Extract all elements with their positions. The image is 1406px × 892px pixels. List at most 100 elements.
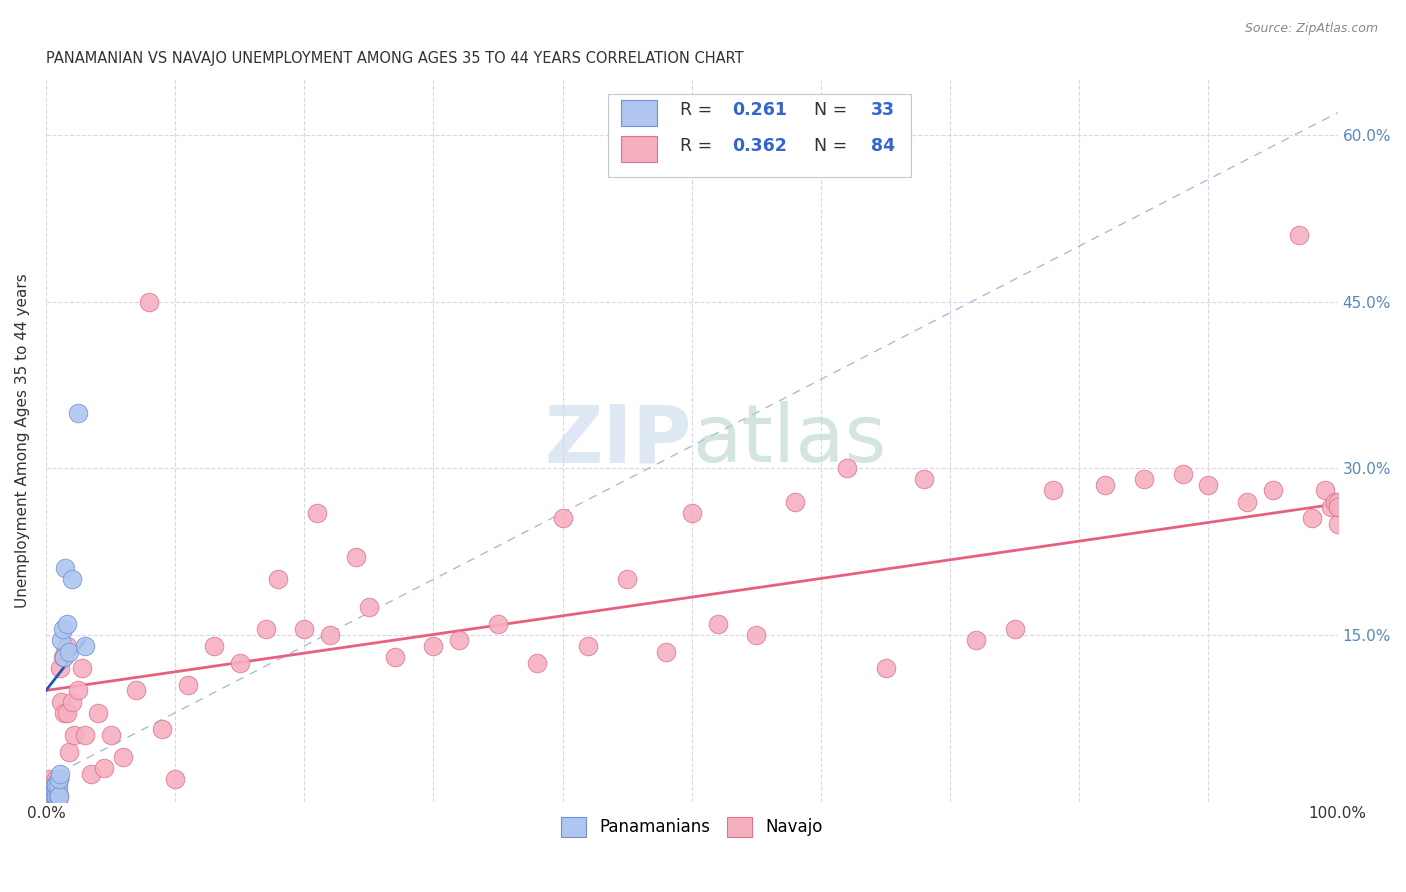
Point [58, 644, 80, 658]
Point [49, 661, 72, 675]
Text: 33: 33 [872, 101, 896, 120]
Point [48, 772, 70, 787]
Point [38, 795, 60, 809]
Point [150, 723, 173, 737]
Point [53, 561, 76, 575]
Point [55, 639, 77, 653]
Point [578, 639, 600, 653]
Point [67, 683, 90, 698]
Point [42, 795, 65, 809]
Point [73, 728, 96, 742]
Point [55, 616, 77, 631]
Point [344, 550, 367, 565]
Point [292, 623, 315, 637]
Y-axis label: Unemployment Among Ages 35 to 44 years: Unemployment Among Ages 35 to 44 years [15, 273, 30, 607]
Point [1261, 483, 1284, 498]
Point [60, 695, 83, 709]
Point [44, 789, 66, 803]
FancyBboxPatch shape [621, 100, 657, 127]
Point [486, 616, 509, 631]
Point [51, 695, 73, 709]
Point [44, 783, 66, 797]
Point [1324, 494, 1347, 508]
Point [1301, 511, 1323, 525]
Point [45, 789, 67, 803]
Point [53, 706, 76, 720]
Point [681, 506, 703, 520]
Point [745, 628, 768, 642]
Point [37, 795, 59, 809]
Point [875, 661, 897, 675]
Point [835, 461, 858, 475]
Point [526, 656, 548, 670]
Point [616, 572, 638, 586]
Text: R =: R = [681, 101, 718, 120]
Point [41, 795, 63, 809]
Point [52, 623, 75, 637]
Point [53, 644, 76, 658]
Point [165, 772, 187, 787]
Point [1326, 494, 1348, 508]
Point [42, 783, 65, 797]
Point [41, 789, 63, 803]
Point [38, 789, 60, 803]
Point [384, 650, 406, 665]
Point [785, 494, 807, 508]
Point [38, 795, 60, 809]
Point [1326, 500, 1348, 515]
Point [44, 795, 66, 809]
Point [1313, 483, 1336, 498]
Point [41, 783, 63, 797]
Text: N =: N = [803, 137, 852, 155]
Point [1326, 516, 1348, 531]
Point [138, 294, 160, 309]
Point [1171, 467, 1194, 481]
Point [45, 772, 67, 787]
Point [48, 789, 70, 803]
Point [46, 795, 69, 809]
Text: PANAMANIAN VS NAVAJO UNEMPLOYMENT AMONG AGES 35 TO 44 YEARS CORRELATION CHART: PANAMANIAN VS NAVAJO UNEMPLOYMENT AMONG … [46, 51, 744, 66]
Point [46, 778, 69, 792]
Point [100, 728, 122, 742]
Point [1042, 483, 1064, 498]
Point [52, 650, 75, 665]
Point [912, 472, 935, 486]
Point [53, 650, 76, 665]
Point [48, 772, 70, 787]
Point [73, 639, 96, 653]
Point [1288, 227, 1310, 242]
Text: 0.261: 0.261 [733, 101, 787, 120]
Point [55, 706, 77, 720]
Point [39, 795, 62, 809]
Point [49, 766, 72, 780]
Point [80, 766, 103, 780]
Point [706, 616, 728, 631]
Point [42, 783, 65, 797]
Text: atlas: atlas [692, 401, 886, 480]
Point [267, 572, 290, 586]
Point [63, 728, 86, 742]
Point [45, 789, 67, 803]
Point [38, 789, 60, 803]
Point [38, 772, 60, 787]
Point [67, 406, 90, 420]
Point [38, 783, 60, 797]
Point [39, 789, 62, 803]
Point [551, 511, 574, 525]
Point [1320, 500, 1343, 515]
Point [38, 795, 60, 809]
Text: Source: ZipAtlas.com: Source: ZipAtlas.com [1244, 22, 1378, 36]
Point [1133, 472, 1156, 486]
Point [93, 761, 115, 775]
Point [177, 678, 200, 692]
Text: ZIP: ZIP [544, 401, 692, 480]
Point [44, 778, 66, 792]
Point [228, 656, 250, 670]
Point [202, 639, 225, 653]
Point [41, 778, 63, 792]
Point [42, 789, 65, 803]
Point [422, 639, 444, 653]
Point [1198, 478, 1220, 492]
Text: N =: N = [803, 101, 852, 120]
Point [46, 783, 69, 797]
